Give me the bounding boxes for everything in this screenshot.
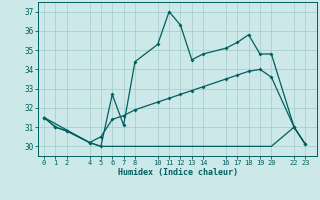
X-axis label: Humidex (Indice chaleur): Humidex (Indice chaleur) — [118, 168, 238, 177]
